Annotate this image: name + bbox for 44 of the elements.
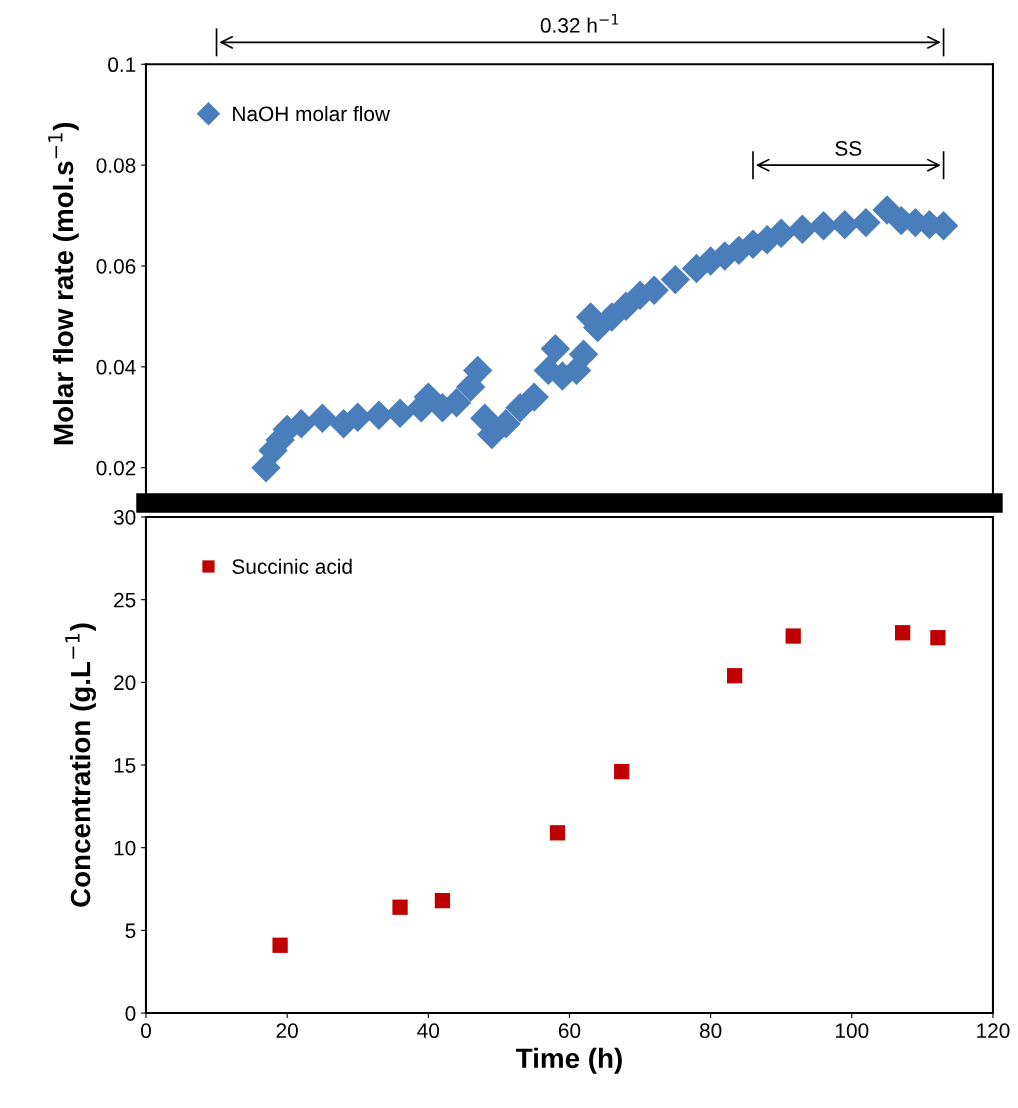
point (540, 333, 571, 364)
x-tick-label: 100 (836, 1023, 869, 1039)
point (272, 937, 288, 953)
y-tick-label: 0 (125, 1006, 136, 1021)
y-tick-label: 20 (114, 675, 136, 691)
y-tick-label: 0.06 (96, 259, 136, 274)
x-tick-label: 60 (558, 1023, 581, 1039)
point (462, 355, 493, 386)
y-tick-label: 30 (113, 509, 136, 525)
point (392, 899, 408, 915)
y-axis-title: Concentration (g.L$^{−1}$) (65, 623, 97, 907)
x-axis-title: Time (h) (516, 1047, 622, 1074)
y-tick-label: 25 (114, 592, 136, 608)
legend-label: Succinic acid (232, 558, 352, 574)
y-tick-label: 15 (114, 758, 136, 773)
y-tick-label: 0.04 (96, 359, 136, 375)
annotation: SS (835, 141, 862, 156)
point (930, 630, 946, 646)
point (726, 668, 743, 684)
point (851, 207, 881, 238)
x-tick-label: 20 (276, 1023, 298, 1039)
x-tick-label: 40 (417, 1023, 440, 1039)
point (434, 892, 451, 909)
y-tick-label: 0.08 (96, 158, 136, 173)
y-tick-label: 5 (125, 923, 136, 939)
legend-label: NaOH molar flow (233, 105, 391, 122)
y-tick-label: 10 (114, 840, 136, 856)
x-tick-label: 80 (699, 1023, 722, 1039)
y-tick-label: 0.1 (108, 57, 136, 73)
point (519, 382, 549, 412)
point (787, 214, 818, 244)
point (568, 339, 599, 369)
point (307, 403, 338, 434)
y-tick-label: 0.02 (96, 460, 136, 476)
x-tick-label: 120 (977, 1023, 1010, 1039)
text: 0.32 h$^{−1}$ (540, 13, 619, 33)
y-axis-title: Molar flow rate (mol.s$^{−1}$) (48, 122, 79, 445)
point (614, 763, 630, 780)
point (785, 628, 801, 644)
point (549, 825, 566, 841)
x-tick-label: 0 (141, 1023, 151, 1039)
point (660, 264, 691, 295)
point (894, 625, 911, 641)
point (385, 398, 415, 428)
